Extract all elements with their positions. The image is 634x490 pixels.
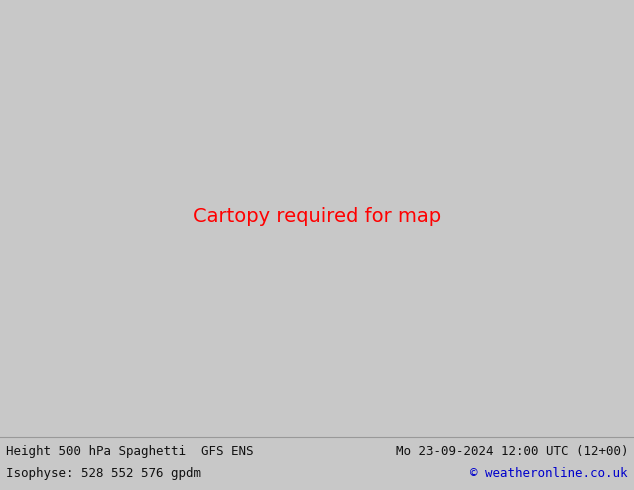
- Text: Cartopy required for map: Cartopy required for map: [193, 207, 441, 226]
- Text: Isophyse: 528 552 576 gpdm: Isophyse: 528 552 576 gpdm: [6, 467, 201, 480]
- Text: Height 500 hPa Spaghetti  GFS ENS: Height 500 hPa Spaghetti GFS ENS: [6, 445, 254, 458]
- Text: Mo 23-09-2024 12:00 UTC (12+00): Mo 23-09-2024 12:00 UTC (12+00): [396, 445, 628, 458]
- Text: © weatheronline.co.uk: © weatheronline.co.uk: [470, 467, 628, 480]
